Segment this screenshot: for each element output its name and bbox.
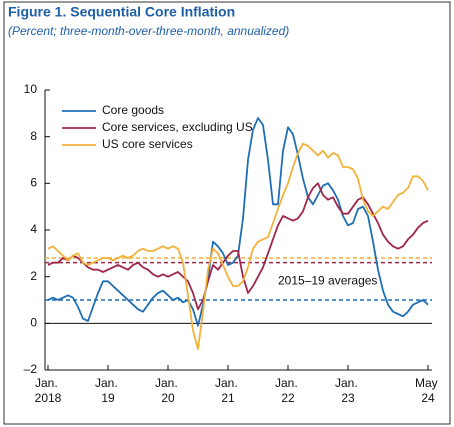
series-line (47, 142, 429, 350)
x-tick-label: Jan. 21 (215, 376, 241, 405)
y-tick-label: 6 (30, 176, 37, 190)
y-tick-label: 4 (30, 222, 37, 236)
legend-label: Core goods (102, 103, 164, 117)
x-tick-label: May 24 (415, 376, 441, 405)
frame (3, 1, 451, 425)
y-tick-label: 8 (30, 129, 37, 143)
legend-label: Core services, excluding US (102, 120, 253, 134)
y-tick-label: –2 (24, 362, 38, 376)
y-tick-label: 10 (24, 82, 38, 96)
y-tick-label: 0 (30, 316, 37, 330)
annotation: 2015–19 averages (278, 274, 377, 288)
x-tick-label: Jan. 20 (155, 376, 181, 405)
chart-title: Figure 1. Sequential Core Inflation (8, 4, 235, 20)
legend-label: US core services (102, 137, 193, 151)
y-tick-label: 2 (30, 269, 37, 283)
x-tick-label: Jan. 23 (335, 376, 361, 405)
x-tick-label: Jan. 22 (275, 376, 301, 405)
series-line (47, 182, 429, 311)
x-tick-label: Jan. 19 (95, 376, 121, 405)
x-tick-label: Jan. 2018 (35, 376, 62, 405)
chart-subtitle: (Percent; three-month-over-three-month, … (8, 24, 289, 38)
